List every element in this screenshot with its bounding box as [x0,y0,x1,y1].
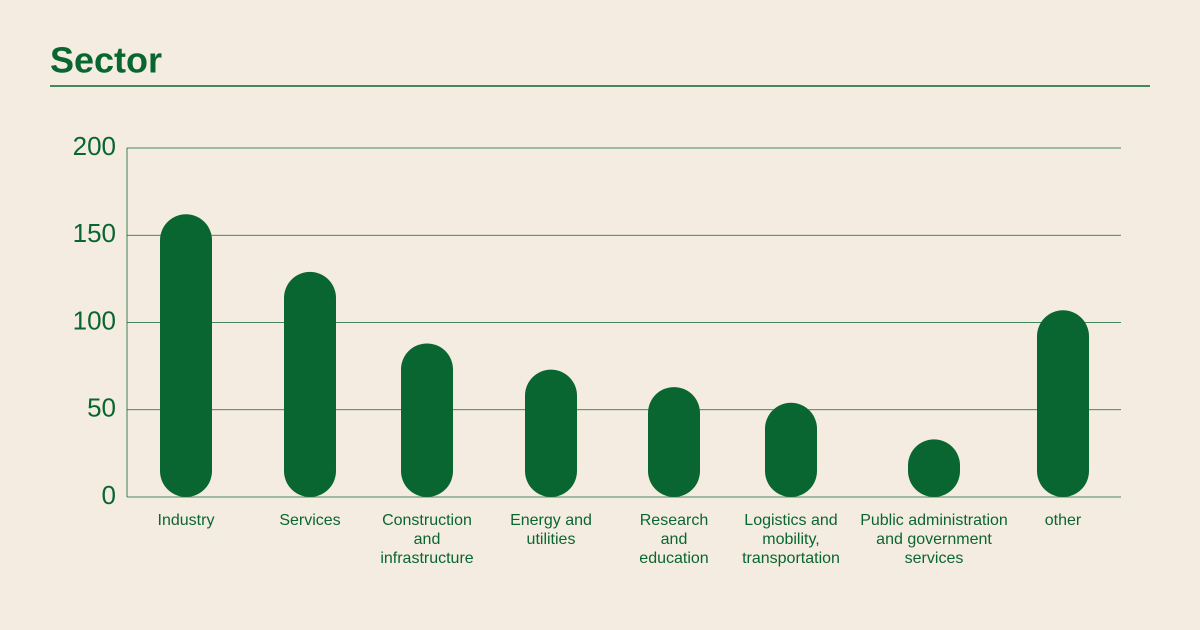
chart-title: Sector [50,40,162,81]
x-tick-label: Construction and infrastructure [380,512,474,567]
x-tick-label: Research and education [639,512,709,567]
bar [1037,310,1089,497]
x-tick-label: Industry [157,512,215,529]
x-tick-label: Logistics and mobility, transportation [742,512,840,567]
x-tick-label: Public administration and government ser… [860,512,1008,567]
bar [908,439,960,497]
y-tick-label: 150 [73,218,116,248]
bar [525,369,577,497]
bar [284,271,336,497]
y-tick-label: 100 [73,305,116,335]
x-tick-label: other [1044,512,1082,529]
x-tick-label: Energy and utilities [510,512,592,548]
y-tick-label: 200 [73,131,116,161]
bar [401,343,453,497]
x-tick-label: Services [279,512,341,529]
bar [765,402,817,497]
y-tick-label: 50 [87,393,116,423]
y-tick-label: 0 [102,480,116,510]
bar [648,387,700,497]
bar [160,214,212,497]
